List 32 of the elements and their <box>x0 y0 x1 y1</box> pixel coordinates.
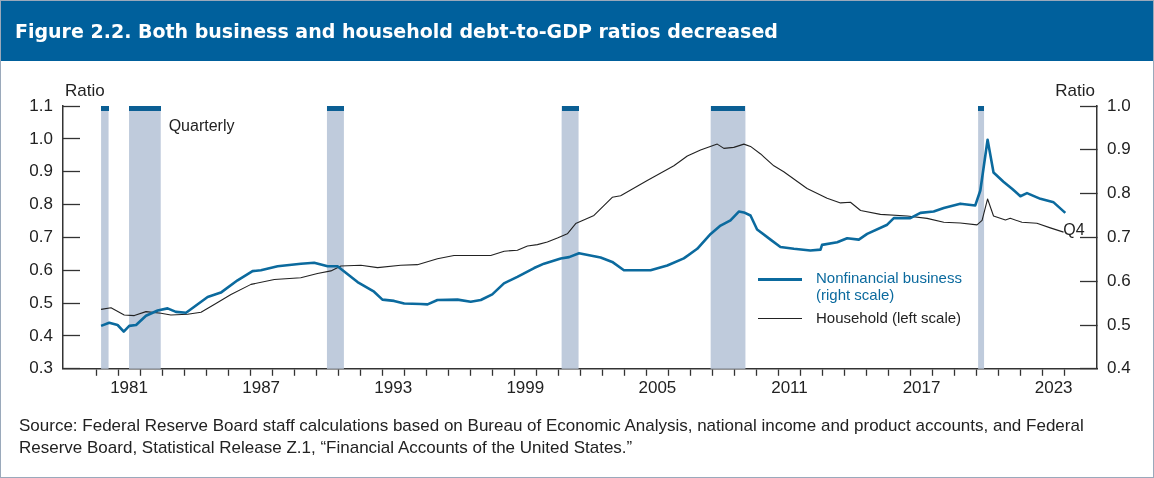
y2-tick-label: 0.9 <box>1107 139 1131 159</box>
x-tick-label: 2011 <box>771 377 808 397</box>
y-tick-label: 0.6 <box>29 259 53 279</box>
source-note: Source: Federal Reserve Board staff calculations based on Bureau of Economic Analysis, national income and product accounts, and Federal Reserve Board, Statistical Release Z.1, “Financial Accounts of the United States.” <box>19 415 1085 459</box>
y2-tick-label: 0.7 <box>1107 227 1131 247</box>
y-tick-label: 0.7 <box>29 227 53 247</box>
y-axis-title: Ratio <box>65 81 105 100</box>
y2-tick-label: 0.5 <box>1107 314 1131 334</box>
x-tick-label: 1987 <box>242 377 281 397</box>
x-tick-label: 2017 <box>902 377 941 397</box>
y-tick-label: 0.3 <box>29 358 53 378</box>
y-tick-label: 1.1 <box>29 95 53 115</box>
y2-tick-label: 0.8 <box>1107 183 1131 203</box>
y-tick-label: 0.9 <box>29 161 53 181</box>
y2-tick-label: 1.0 <box>1107 95 1131 115</box>
y2-axis-title: Ratio <box>1055 81 1095 100</box>
annotation: Quarterly <box>168 117 235 134</box>
legend-label: Household (left scale) <box>816 309 962 326</box>
chart-title: Figure 2.2. Both business and household debt-to-GDP ratios decreased <box>1 1 1153 61</box>
x-tick-label: 1993 <box>374 377 413 397</box>
y-tick-label: 0.5 <box>29 292 53 312</box>
x-tick-label: 2005 <box>638 377 677 397</box>
x-tick-label: 1981 <box>110 377 148 397</box>
y-tick-label: 0.4 <box>29 325 53 345</box>
y2-tick-label: 0.6 <box>1107 270 1131 290</box>
x-tick-label: 1999 <box>506 377 545 397</box>
annotation: Q4 <box>1063 220 1085 238</box>
legend-label: Nonfinancial business (right scale) <box>816 269 963 303</box>
y2-tick-label: 0.4 <box>1107 358 1131 378</box>
y-tick-label: 0.8 <box>29 194 53 214</box>
x-tick-label: 2023 <box>1034 377 1073 397</box>
y-tick-label: 1.0 <box>29 128 53 148</box>
